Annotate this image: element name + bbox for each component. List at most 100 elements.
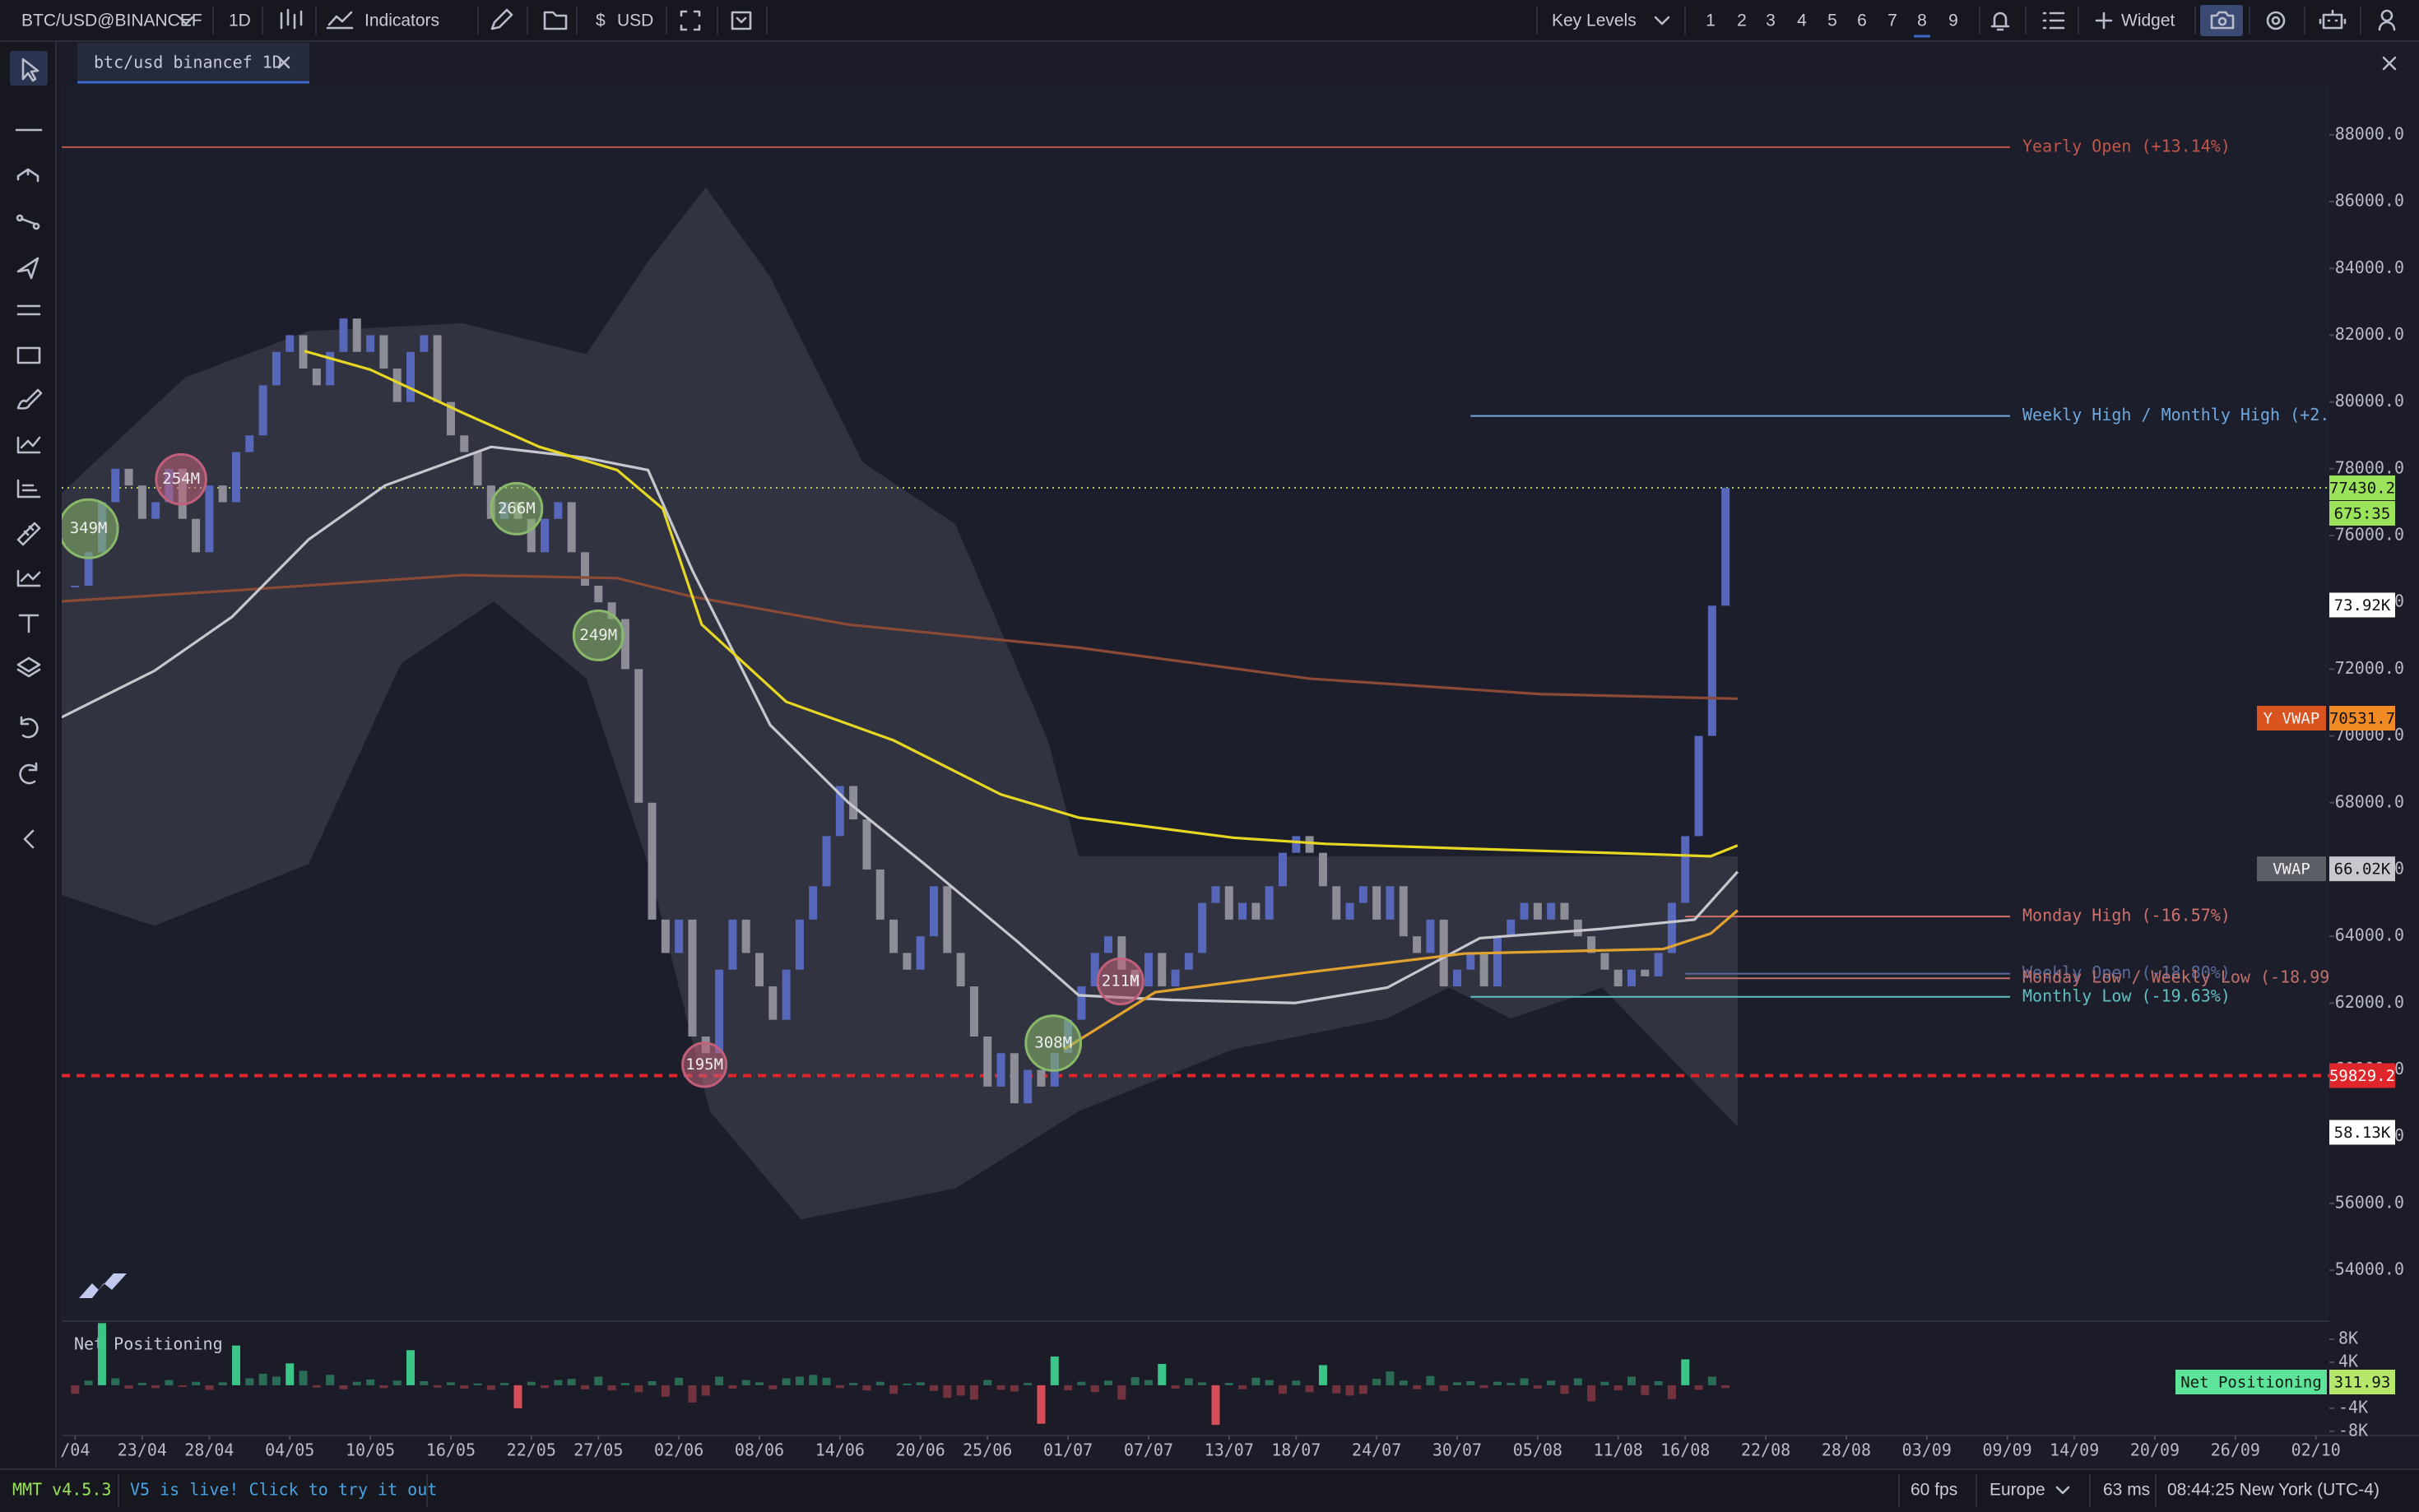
undo-button[interactable] [20,716,39,739]
net-bar [71,1384,80,1394]
candle [286,335,295,352]
rectangle-tool[interactable] [16,346,41,364]
candle [581,552,589,586]
key-levels-button[interactable]: Key Levels [1552,12,1637,30]
layers-tool[interactable] [16,656,41,678]
camera-icon[interactable] [2210,11,2235,30]
candle [1211,886,1220,903]
plus-icon[interactable] [2095,12,2113,30]
collapse-button[interactable] [23,829,35,849]
layout-button[interactable]: 4 [1797,12,1807,30]
chevron[interactable] [178,16,194,26]
tab-close[interactable] [277,56,290,69]
net-bar [406,1350,415,1385]
x-tick-label: 05/08 [1513,1440,1562,1460]
interval[interactable]: 1D [229,12,251,30]
pitchfork-tool[interactable] [16,168,39,183]
channel-tool[interactable] [16,304,41,316]
layout-button[interactable]: 9 [1948,12,1958,30]
alerts-icon[interactable] [1990,12,2010,31]
net-bar [1587,1384,1596,1402]
candle [715,969,724,1054]
cursor-tool[interactable] [21,58,39,82]
layout-button[interactable]: 8 [1917,12,1927,30]
net-bar [192,1381,201,1385]
net-bar [1117,1384,1126,1400]
cursor-tool-active[interactable] [10,51,48,86]
net-bar [446,1382,455,1385]
price-tag-label: 70531.7 [2329,710,2395,728]
measure-tool[interactable] [16,479,41,499]
net-bar [594,1376,603,1385]
snapshot-icon[interactable] [731,11,752,30]
tab-title[interactable]: btc/usd binancef 1D [94,53,282,72]
bot-icon[interactable] [2319,9,2347,30]
account-icon[interactable] [2378,9,2396,31]
currency-symbol[interactable]: $ [596,12,606,30]
layout-button[interactable]: 2 [1737,12,1747,30]
news-link[interactable]: V5 is live! Click to try it out [130,1480,437,1500]
ruler-tool[interactable] [16,522,41,546]
x-tick-label: 24/07 [1352,1440,1401,1460]
panel-close[interactable] [2382,56,2397,71]
candle [1694,735,1703,837]
redo-button[interactable] [19,762,38,785]
candle [71,585,80,587]
bubble-label: 349M [70,519,108,537]
candle [245,435,254,452]
layout-button[interactable]: 5 [1827,12,1837,30]
x-tick-label: 10/05 [346,1440,395,1460]
layout-button[interactable]: 3 [1766,12,1776,30]
candle [124,468,133,486]
net-bar [1010,1384,1019,1392]
chevron[interactable] [1654,16,1670,26]
candle [594,585,603,603]
candle [1413,936,1422,953]
volume-tool[interactable] [16,569,41,587]
candle [1144,953,1153,987]
net-y-tick-label: 8K [2338,1328,2358,1347]
fullscreen-icon[interactable] [680,10,701,31]
chart-tool[interactable] [16,436,41,454]
layout-button[interactable]: 7 [1887,12,1897,30]
x-tick-label: /04 [60,1440,90,1460]
layout-button[interactable]: 1 [1706,12,1716,30]
indicators-icon[interactable] [326,11,354,30]
price-tag-label: 73.92K [2334,596,2391,615]
candle [728,919,737,970]
symbol[interactable]: BTC/USD@BINANCEF [21,12,202,30]
y-tick-label: 64000.0 [2335,925,2404,945]
net-bar [661,1384,670,1397]
currency[interactable]: USD [617,12,653,30]
chevron[interactable] [2055,1486,2070,1495]
net-bar [1520,1378,1529,1385]
candle [1104,936,1112,953]
path-tool[interactable] [16,214,40,230]
layout-button[interactable]: 6 [1857,12,1867,30]
widget-button[interactable]: Widget [2121,12,2175,30]
volume-bubble [155,452,207,506]
region-select[interactable]: Europe [1990,1481,2045,1500]
chart-type-icon[interactable] [280,8,303,30]
net-bar [1573,1378,1582,1385]
draw-icon[interactable] [490,8,513,30]
candle [420,335,429,352]
fps: 60 fps [1911,1481,1957,1500]
net-bar [1439,1384,1448,1391]
candle [661,919,670,953]
status-bar-bg [0,1469,2419,1512]
net-bar [916,1382,925,1385]
projection-tool[interactable] [16,257,39,280]
tab-bar: btc/usd binancef 1D [56,42,2419,84]
candle [903,953,912,970]
brush-tool[interactable] [16,388,43,410]
settings-icon[interactable] [2266,11,2286,30]
indicators-button[interactable]: Indicators [364,12,439,30]
camera-button[interactable] [2200,5,2243,36]
tab[interactable] [77,43,309,82]
folder-icon[interactable] [543,11,568,30]
watchlist-icon[interactable] [2042,12,2065,30]
x-tick-label: 02/10 [2291,1440,2341,1460]
text-tool[interactable] [18,614,39,633]
y-tick-label: 86000.0 [2335,191,2404,211]
